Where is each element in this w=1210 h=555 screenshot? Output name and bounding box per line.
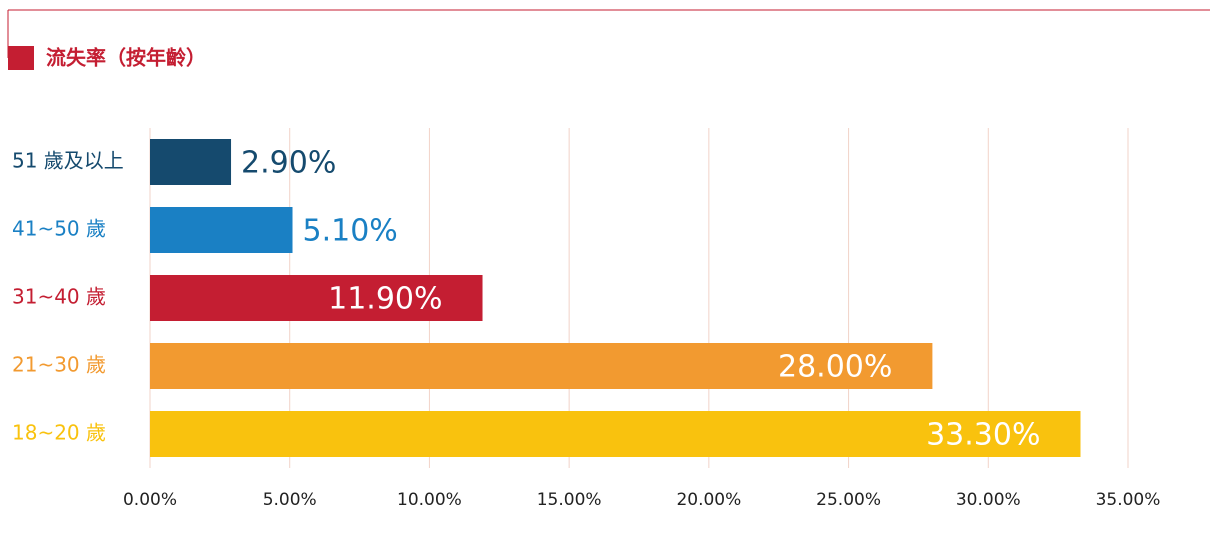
x-tick-label: 0.00%	[123, 490, 177, 510]
x-tick-label: 5.00%	[263, 490, 317, 510]
y-tick-label: 41~50 歲	[12, 217, 106, 241]
chart-title: 流失率（按年齡）	[46, 46, 206, 70]
y-tick-label: 31~40 歲	[12, 285, 106, 309]
title-marker	[8, 46, 34, 70]
value-label: 5.10%	[303, 214, 398, 249]
x-tick-label: 10.00%	[397, 490, 462, 510]
x-tick-label: 20.00%	[676, 490, 741, 510]
y-tick-label: 51 歲及以上	[12, 149, 124, 173]
x-tick-label: 35.00%	[1096, 490, 1161, 510]
value-label: 11.90%	[328, 282, 442, 317]
y-tick-label: 21~30 歲	[12, 353, 106, 377]
y-tick-label: 18~20 歲	[12, 421, 106, 445]
value-label: 33.30%	[926, 418, 1040, 453]
bar	[150, 343, 933, 389]
x-tick-label: 25.00%	[816, 490, 881, 510]
x-tick-label: 15.00%	[537, 490, 602, 510]
bar	[150, 207, 293, 253]
bar	[150, 139, 232, 185]
value-label: 2.90%	[241, 146, 336, 181]
bar	[150, 411, 1081, 457]
value-label: 28.00%	[778, 350, 892, 385]
x-tick-label: 30.00%	[956, 490, 1021, 510]
bar	[150, 275, 483, 321]
